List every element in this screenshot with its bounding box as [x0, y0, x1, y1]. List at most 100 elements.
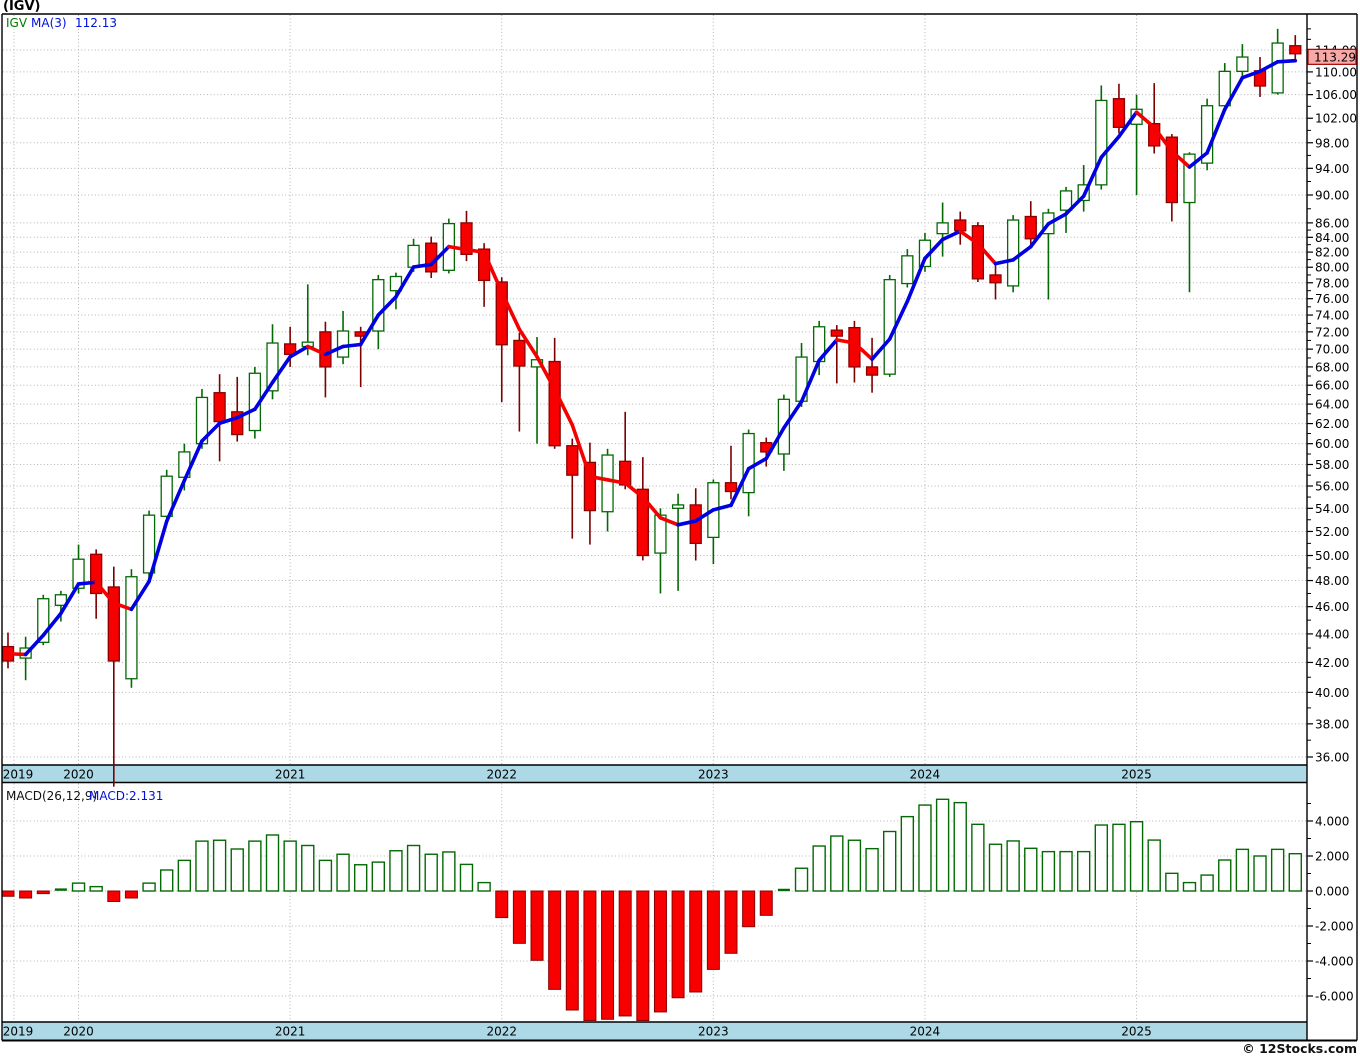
candle-up: [142, 514, 156, 574]
candle-down: [231, 411, 244, 436]
macd-bar-positive: [371, 861, 386, 892]
macd-bar-positive: [1182, 881, 1197, 892]
macd-bar-positive: [1006, 840, 1020, 892]
macd-bar-positive: [71, 882, 86, 892]
candle-up: [1218, 70, 1231, 107]
macd-axis-label: -2.000: [1315, 920, 1354, 934]
last-price-label: 113.29: [1314, 50, 1356, 64]
macd-bar-positive: [248, 840, 262, 892]
candle-up: [601, 454, 614, 513]
candle-up: [372, 278, 385, 332]
ma-segment: [1064, 194, 1086, 216]
ma-segment: [1240, 69, 1262, 80]
candle-down: [283, 343, 297, 356]
ma-segment: [923, 237, 945, 261]
ma-segment: [217, 415, 240, 426]
price-axis-label: 62.00: [1315, 417, 1349, 431]
price-axis-label: 52.00: [1315, 525, 1349, 539]
ma-segment: [376, 295, 398, 317]
ma-segment: [482, 250, 504, 294]
ma-segment: [1081, 155, 1104, 198]
macd-bar-positive: [230, 848, 244, 892]
ma-segment: [570, 423, 592, 479]
ma-segment: [323, 344, 345, 357]
ma-segment: [129, 579, 151, 612]
ma-segment: [182, 439, 204, 483]
candle-up: [1271, 42, 1284, 94]
moving-average-line: [6, 58, 1298, 657]
candle-up: [160, 475, 173, 517]
candle-down: [954, 219, 967, 232]
legend-ma-value: 112.13: [75, 16, 117, 30]
candle-up: [742, 432, 755, 494]
ma-segment: [499, 290, 522, 332]
candle-down: [1112, 98, 1126, 128]
price-axis-label: 102.00: [1315, 112, 1357, 126]
macd-bar-positive: [1200, 874, 1214, 892]
candle-up: [389, 275, 403, 292]
ma-segment: [94, 580, 116, 605]
candle-up: [125, 576, 138, 680]
ma-segment: [746, 456, 769, 471]
candle-up: [1059, 190, 1073, 211]
price-axis-label: 90.00: [1315, 188, 1349, 202]
ma-segment: [641, 495, 663, 520]
macd-bar-positive: [1041, 850, 1056, 892]
candle-down: [319, 331, 332, 368]
macd-bar-negative: [689, 890, 703, 993]
macd-bar-positive: [1059, 850, 1073, 892]
macd-bar-positive: [1270, 848, 1285, 892]
macd-bar-positive: [883, 830, 897, 892]
macd-bar-positive: [1218, 859, 1232, 892]
ma-segment: [288, 344, 310, 359]
macd-bar-negative: [601, 890, 615, 1020]
macd-bar-negative: [107, 890, 121, 902]
ma-segment: [1099, 134, 1121, 160]
macd-bar-positive: [442, 851, 456, 892]
candle-down: [90, 553, 103, 595]
macd-bar-positive: [971, 823, 985, 892]
macd-bar-positive: [142, 882, 156, 892]
candle-up: [37, 598, 50, 643]
candle-down: [971, 225, 985, 280]
legend-ma-label: MA(3): [31, 16, 67, 30]
page-title: (IGV): [3, 0, 41, 14]
macd-bar-positive: [1076, 850, 1091, 892]
year-band: [2, 1022, 1307, 1041]
year-band: [2, 765, 1307, 783]
candle-down: [513, 339, 526, 367]
macd-bar-negative: [1, 890, 15, 897]
year-label: 2020: [63, 1025, 94, 1039]
macd-axis-label: 4.000: [1315, 815, 1349, 829]
macd-bar-negative: [653, 890, 667, 1013]
candle-up: [901, 255, 914, 285]
price-axis-label: 110.00: [1315, 65, 1357, 79]
candle-down: [1165, 136, 1178, 204]
ma-segment: [817, 338, 839, 363]
macd-legend-value: MACD:2.131: [89, 789, 163, 803]
macd-bar-negative: [671, 890, 685, 999]
price-axis-label: 54.00: [1315, 502, 1349, 516]
ma-segment: [711, 503, 733, 512]
ma-segment: [1222, 75, 1245, 112]
candle-down: [583, 461, 597, 512]
price-axis-label: 44.00: [1315, 627, 1349, 641]
macd-bar-negative: [742, 890, 756, 928]
price-axis-label: 38.00: [1315, 717, 1349, 731]
candle-down: [495, 281, 508, 346]
candle-up: [671, 504, 685, 509]
ma-segment: [164, 478, 187, 524]
ma-segment: [552, 387, 575, 427]
macd-bar-positive: [1147, 839, 1161, 892]
candle-down: [724, 482, 738, 493]
ma-segment: [1117, 110, 1139, 139]
ma-segment: [782, 399, 804, 430]
macd-bar-positive: [160, 869, 174, 892]
price-axis-label: 82.00: [1315, 246, 1349, 260]
macd-bar-positive: [988, 843, 1003, 892]
year-label: 2022: [486, 1025, 517, 1039]
ma-segment: [1258, 59, 1280, 74]
macd-bar-positive: [1129, 821, 1144, 892]
year-label: 2022: [486, 768, 517, 782]
candle-down: [830, 329, 843, 337]
